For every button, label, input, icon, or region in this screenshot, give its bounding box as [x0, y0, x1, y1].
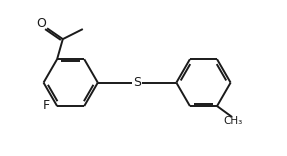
- Text: CH₃: CH₃: [224, 116, 243, 126]
- Text: S: S: [133, 76, 141, 89]
- Text: F: F: [43, 99, 50, 112]
- Text: O: O: [36, 17, 46, 30]
